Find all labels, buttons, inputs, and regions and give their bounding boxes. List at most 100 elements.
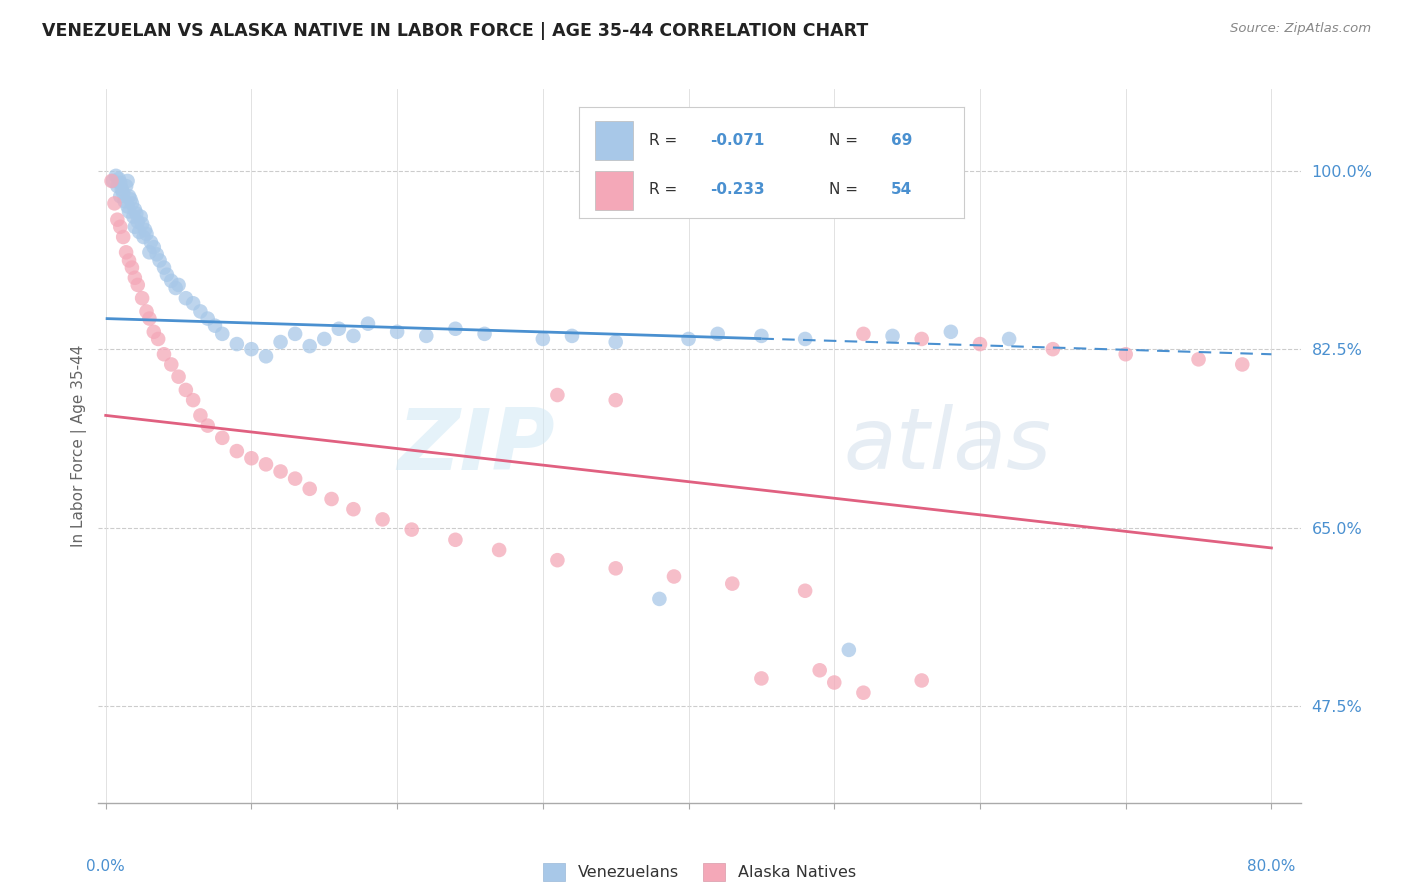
Point — [181, 393, 204, 408]
Point — [124, 270, 146, 285]
Point — [211, 326, 233, 341]
Point — [174, 291, 197, 305]
Point — [751, 329, 773, 343]
Point — [911, 332, 934, 346]
Point — [240, 451, 263, 466]
Point — [127, 277, 149, 292]
Point — [142, 240, 165, 254]
Point — [385, 325, 408, 339]
Point — [1232, 358, 1254, 372]
Point — [911, 673, 934, 688]
Text: 0.0%: 0.0% — [86, 859, 125, 874]
Point — [342, 502, 364, 516]
Point — [823, 675, 845, 690]
Point — [546, 388, 568, 402]
Point — [678, 332, 700, 346]
Point — [120, 192, 142, 206]
Point — [118, 189, 141, 203]
Point — [270, 465, 292, 479]
Point — [125, 206, 148, 220]
Point — [110, 219, 132, 234]
Point — [149, 253, 172, 268]
Point — [112, 186, 135, 201]
Point — [156, 268, 179, 282]
Point — [838, 643, 860, 657]
Point — [751, 672, 773, 686]
Legend: Venezuelans, Alaska Natives: Venezuelans, Alaska Natives — [536, 856, 863, 888]
Point — [128, 225, 150, 239]
Point — [648, 591, 671, 606]
Point — [100, 174, 122, 188]
Point — [721, 576, 744, 591]
Point — [882, 329, 904, 343]
Point — [104, 169, 127, 183]
Point — [444, 322, 467, 336]
Point — [117, 174, 139, 188]
Point — [531, 332, 554, 346]
Point — [969, 337, 991, 351]
Point — [298, 339, 321, 353]
Point — [998, 332, 1021, 346]
Point — [167, 277, 190, 292]
Point — [254, 349, 277, 363]
Point — [284, 326, 307, 341]
Point — [121, 260, 143, 275]
Point — [706, 326, 728, 341]
Point — [121, 196, 143, 211]
Point — [211, 431, 233, 445]
Point — [204, 318, 226, 333]
Point — [1042, 342, 1064, 356]
Point — [488, 543, 510, 558]
Point — [605, 393, 627, 408]
Point — [124, 219, 146, 234]
Point — [174, 383, 197, 397]
Point — [127, 215, 149, 229]
Y-axis label: In Labor Force | Age 35-44: In Labor Force | Age 35-44 — [72, 345, 87, 547]
Point — [852, 686, 875, 700]
Text: atlas: atlas — [844, 404, 1052, 488]
Point — [298, 482, 321, 496]
Point — [131, 217, 153, 231]
Point — [101, 174, 124, 188]
Point — [122, 210, 145, 224]
Point — [160, 274, 183, 288]
Point — [321, 491, 343, 506]
Point — [117, 199, 139, 213]
Point — [112, 230, 135, 244]
Point — [794, 332, 817, 346]
Point — [103, 196, 125, 211]
Point — [401, 523, 423, 537]
Point — [181, 296, 204, 310]
Point — [132, 230, 155, 244]
Point — [146, 332, 169, 346]
Point — [145, 247, 167, 261]
Point — [328, 322, 350, 336]
Point — [314, 332, 336, 346]
Point — [118, 204, 141, 219]
Point — [160, 358, 183, 372]
Point — [225, 337, 247, 351]
Point — [105, 179, 128, 194]
Point — [240, 342, 263, 356]
Point — [115, 179, 138, 194]
Point — [415, 329, 437, 343]
Point — [342, 329, 364, 343]
Text: VENEZUELAN VS ALASKA NATIVE IN LABOR FORCE | AGE 35-44 CORRELATION CHART: VENEZUELAN VS ALASKA NATIVE IN LABOR FOR… — [42, 22, 869, 40]
Point — [134, 223, 156, 237]
Point — [129, 210, 152, 224]
Point — [108, 172, 131, 186]
Point — [605, 334, 627, 349]
Point — [124, 202, 146, 217]
Point — [852, 326, 875, 341]
Point — [808, 663, 831, 677]
Point — [190, 409, 212, 423]
Point — [1115, 347, 1137, 361]
Point — [105, 212, 128, 227]
Point — [153, 347, 176, 361]
Point — [110, 176, 132, 190]
Point — [190, 304, 212, 318]
Point — [135, 304, 157, 318]
Text: ZIP: ZIP — [398, 404, 555, 488]
Point — [135, 227, 157, 241]
Point — [270, 334, 292, 349]
